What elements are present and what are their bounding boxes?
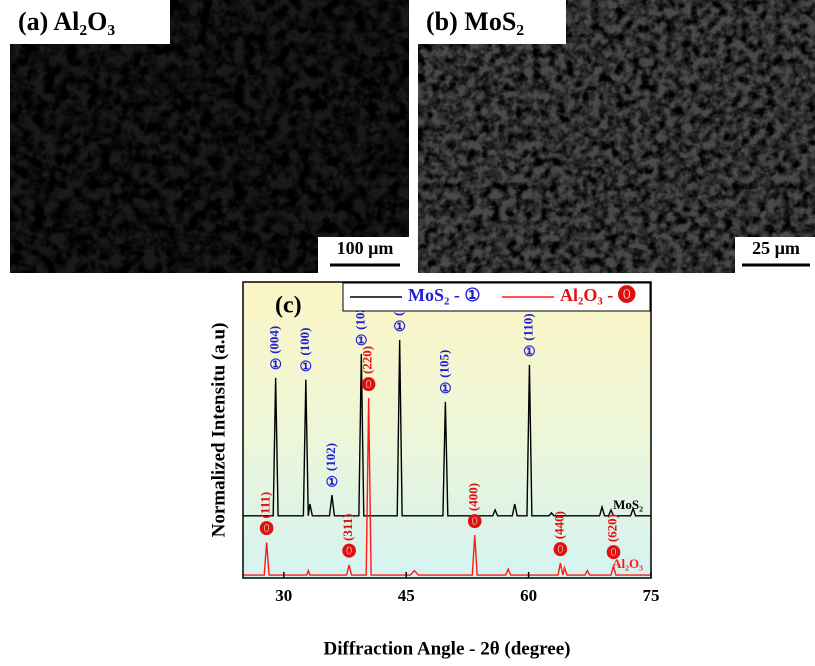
peak-marker: ① <box>439 382 452 397</box>
peak-marker: ⓿ <box>553 541 567 558</box>
peak-label: (105) <box>436 350 451 378</box>
peak-label: (100) <box>297 328 312 356</box>
trace-label: MoS₂ <box>613 497 643 512</box>
legend-label: MoS₂ - ① <box>408 285 481 305</box>
figure: (a) Al₂O₃ 100 µm (b) MoS₂ 25 µm ① (004) ① (… <box>0 0 815 666</box>
x-tick-label: 30 <box>275 586 292 605</box>
panel-label: (a) Al₂O₃ <box>18 7 115 36</box>
x-tick-label: 75 <box>643 586 660 605</box>
peak-marker: ① <box>269 358 282 373</box>
legend-label: Al₂O₃ - ⓿ <box>560 284 636 305</box>
peak-label: (311) <box>340 514 355 541</box>
panel-label: (c) <box>275 293 302 319</box>
peak-marker: ⓿ <box>362 376 376 393</box>
peak-marker: ① <box>300 360 313 375</box>
peak-marker: ⓿ <box>468 513 482 530</box>
sem-panel-a: (a) Al₂O₃ 100 µm <box>10 0 409 273</box>
peak-marker: ① <box>523 345 536 360</box>
peak-label: (111) <box>258 492 273 519</box>
y-axis-label: Normalized Intensitu (a.u) <box>208 323 229 538</box>
panel-label: (b) MoS₂ <box>426 7 524 36</box>
peak-label: (620) <box>604 514 619 542</box>
peak-marker: ① <box>326 475 339 490</box>
scale-label: 25 µm <box>752 238 800 258</box>
peak-label: (400) <box>466 483 481 511</box>
x-tick-label: 45 <box>398 586 415 605</box>
peak-label: (004) <box>267 326 282 354</box>
peak-label: (220) <box>360 346 375 374</box>
peak-marker: ① <box>393 320 406 335</box>
peak-label: (110) <box>520 313 535 340</box>
peak-marker: ⓿ <box>260 521 274 538</box>
peak-label: (102) <box>323 443 338 471</box>
peak-marker: ⓿ <box>342 543 356 560</box>
x-tick-label: 60 <box>520 586 537 605</box>
x-axis-label: Diffraction Angle - 2θ (degree) <box>324 638 571 659</box>
peak-label: (440) <box>551 511 566 539</box>
trace-label: Al₂O₃ <box>612 556 643 571</box>
plot-background <box>243 282 651 578</box>
scale-label: 100 µm <box>337 238 394 258</box>
sem-panel-b: (b) MoS₂ 25 µm <box>418 0 815 273</box>
